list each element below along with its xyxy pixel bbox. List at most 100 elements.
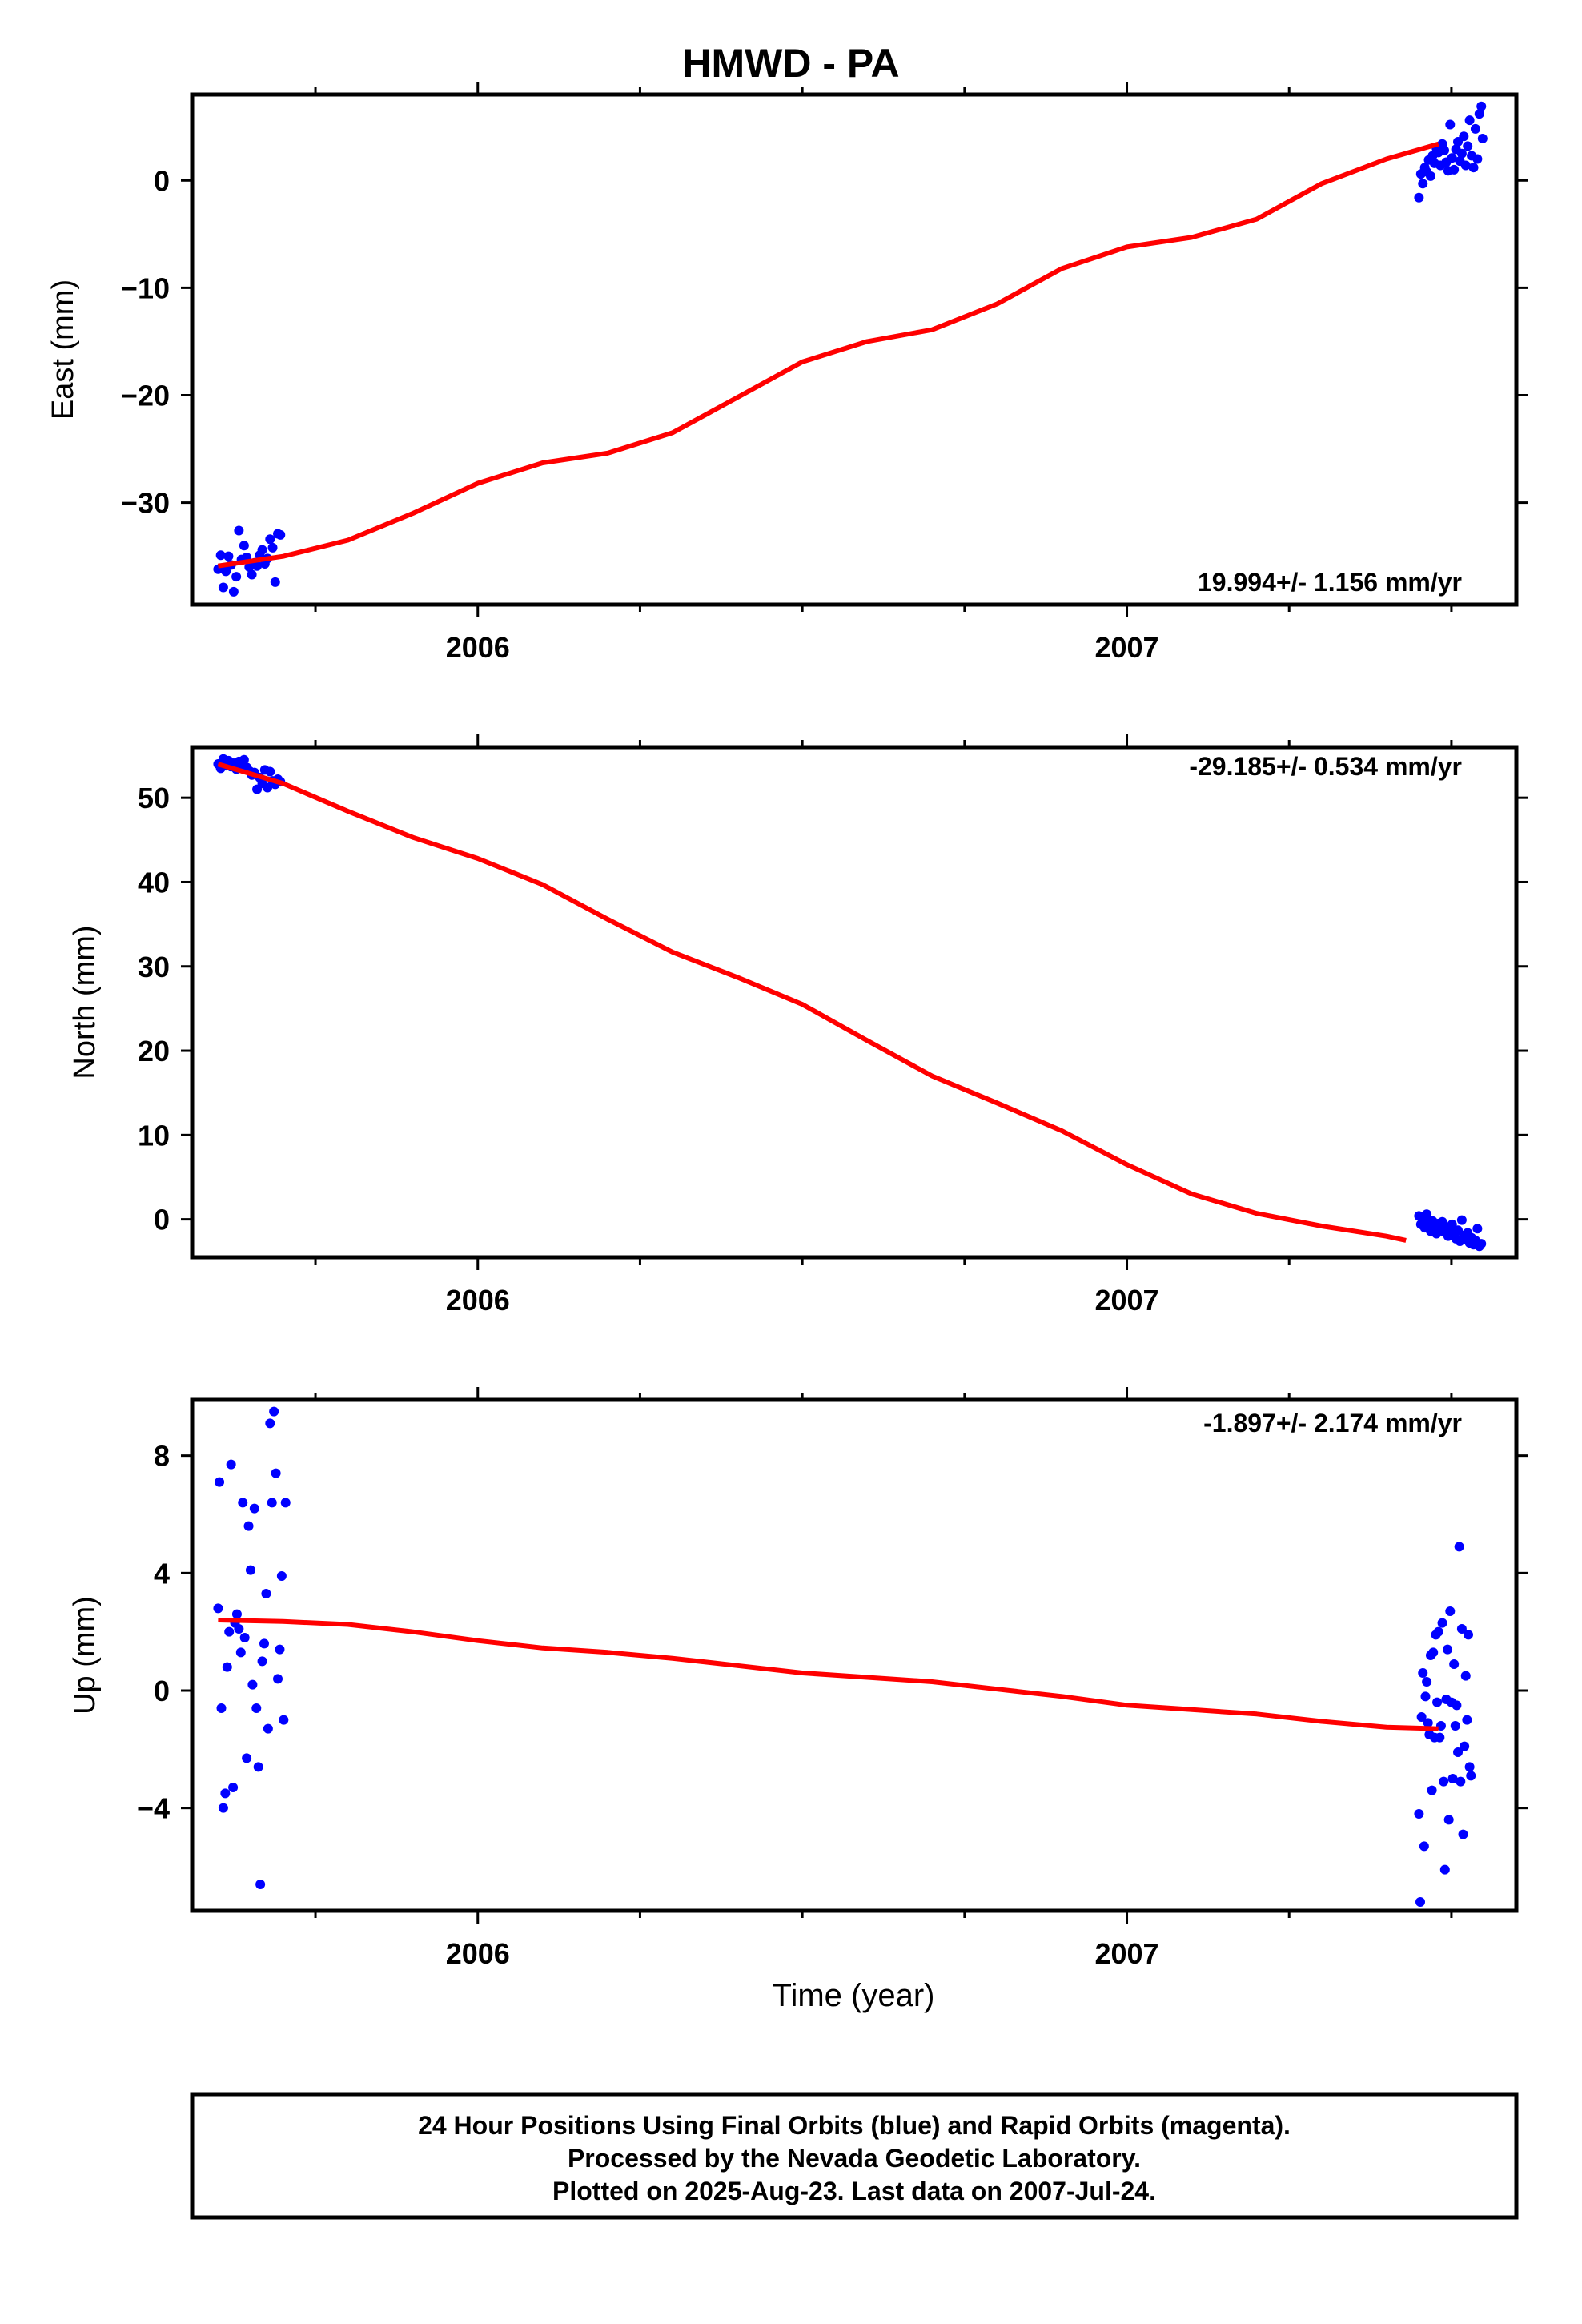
up-panel: 2006 2007 8 4 0 −4 Up (mm) -1.897+/- 2.174 mm/y…	[68, 1387, 1528, 1970]
up-plot-frame	[190, 1397, 1519, 1913]
footer-box: 24 Hour Positions Using Final Orbits (bl…	[190, 2092, 1519, 2220]
north-y-tick-label: 0	[154, 1204, 170, 1236]
up-data-point	[222, 1662, 232, 1672]
north-y-tick-label: 30	[138, 951, 170, 983]
up-data-point	[1439, 1864, 1450, 1875]
up-data-point	[1466, 1771, 1476, 1781]
east-data-point	[1425, 171, 1435, 181]
up-data-point	[1433, 1626, 1443, 1637]
east-x-tick-label: 2006	[446, 631, 510, 664]
up-y-tick-label: 0	[154, 1675, 170, 1707]
up-model-curve	[218, 1618, 1439, 1731]
east-data-point	[221, 566, 231, 577]
east-data-point	[1477, 133, 1488, 143]
up-data-point	[247, 1679, 258, 1690]
up-data-point	[257, 1656, 267, 1667]
up-data-point	[1443, 1644, 1453, 1655]
east-data-point	[223, 551, 234, 561]
east-rate-annotation: 19.994+/- 1.156 mm/yr	[1198, 568, 1462, 597]
east-y-tick-label: −10	[121, 271, 170, 304]
up-data-point	[267, 1498, 277, 1508]
east-data-point	[1460, 160, 1471, 171]
up-data-point	[238, 1498, 248, 1508]
east-data-point	[218, 582, 228, 593]
east-data-point	[247, 569, 257, 580]
up-data-point	[1428, 1647, 1439, 1658]
east-data-point	[1476, 101, 1487, 111]
up-data-point	[1415, 1897, 1426, 1907]
up-data-point	[271, 1468, 281, 1478]
up-data-point	[261, 1589, 271, 1598]
up-data-point	[1460, 1671, 1471, 1681]
up-data-point	[1443, 1815, 1454, 1825]
up-data-point	[276, 1571, 287, 1581]
north-plot-frame	[190, 745, 1519, 1260]
up-data-point	[1427, 1785, 1437, 1795]
east-y-tick-label: −30	[121, 487, 170, 520]
east-data-point	[270, 577, 280, 587]
footer-frame	[190, 2092, 1519, 2220]
east-data-point	[228, 586, 239, 597]
east-data-point	[1472, 154, 1483, 164]
up-data-point	[1439, 1776, 1449, 1787]
up-rate-annotation: -1.897+/- 2.174 mm/yr	[1203, 1409, 1462, 1437]
east-data-point	[1456, 148, 1467, 159]
up-data-point	[1445, 1606, 1456, 1616]
up-data-point	[216, 1703, 227, 1713]
up-data-point	[1447, 1774, 1458, 1783]
up-data-point	[1460, 1741, 1470, 1751]
up-data-point	[242, 1753, 252, 1763]
east-x-tick-label: 2007	[1094, 631, 1158, 664]
north-data-point	[1472, 1224, 1483, 1234]
up-data-point	[273, 1674, 283, 1684]
up-data-point	[259, 1638, 269, 1649]
up-x-tick-label: 2007	[1094, 1937, 1158, 1970]
east-y-axis-label: East (mm)	[46, 279, 80, 420]
east-model-curve	[217, 141, 1439, 569]
east-data-point	[215, 550, 226, 561]
up-data-point	[1449, 1659, 1460, 1669]
up-data-point	[235, 1647, 246, 1658]
north-y-axis-label: North (mm)	[68, 925, 102, 1079]
up-data-point	[249, 1503, 259, 1514]
east-data-point	[231, 572, 242, 582]
north-y-tick-label: 50	[138, 782, 170, 814]
east-data-point	[234, 525, 244, 536]
east-data-point	[252, 561, 263, 571]
up-data-point	[224, 1626, 235, 1637]
up-data-point	[220, 1788, 231, 1799]
x-axis-label: Time (year)	[773, 1978, 935, 2013]
north-data-point	[1422, 1209, 1432, 1220]
up-data-point	[1414, 1809, 1424, 1819]
up-data-point	[213, 1603, 223, 1614]
up-data-point	[269, 1406, 279, 1417]
up-data-point	[265, 1418, 275, 1429]
up-data-point	[1419, 1841, 1429, 1852]
north-data-point	[1456, 1215, 1467, 1225]
north-x-tick-label: 2006	[446, 1284, 510, 1317]
east-data-point	[1414, 192, 1424, 203]
footer-line-1: 24 Hour Positions Using Final Orbits (bl…	[418, 2111, 1291, 2140]
north-data-layer	[213, 754, 1487, 1252]
east-data-point	[1470, 123, 1480, 134]
north-data-point	[263, 782, 273, 793]
east-data-point	[1439, 145, 1450, 155]
up-data-point	[280, 1498, 291, 1508]
north-panel: 2006 2007 50 40 30 20 10 0 North (mm) -29.185+/- …	[68, 734, 1528, 1317]
up-data-point	[1418, 1668, 1428, 1678]
east-panel: 2006 2007 0 −10 −20 −30 East (mm) 19.994+/- 1.1…	[46, 82, 1528, 664]
up-data-point	[1464, 1630, 1474, 1640]
east-data-point	[1449, 164, 1460, 175]
north-data-point	[1447, 1219, 1457, 1229]
up-data-point	[1450, 1721, 1460, 1731]
chart-title: HMWD - PA	[682, 41, 899, 86]
up-data-point	[1464, 1762, 1475, 1772]
up-data-point	[239, 1633, 250, 1642]
up-data-point	[228, 1783, 239, 1792]
north-y-tick-label: 10	[138, 1119, 170, 1152]
up-data-point	[1423, 1718, 1433, 1728]
east-data-point	[1474, 109, 1484, 119]
north-data-point	[1476, 1239, 1487, 1249]
up-data-layer	[213, 1406, 1476, 1907]
